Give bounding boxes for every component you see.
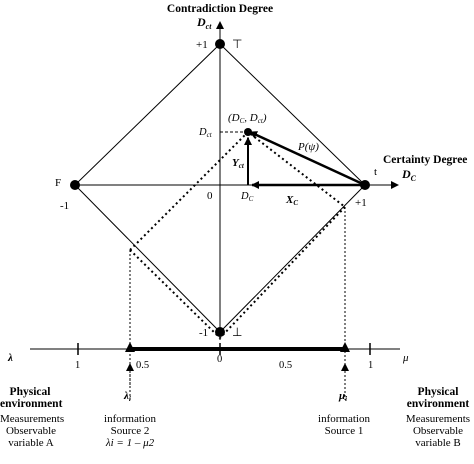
lambda-scale-label: λ <box>7 352 13 364</box>
right-variable-text: variable B <box>415 437 461 449</box>
source2-formula: λi = 1 – μ2 <box>105 437 155 449</box>
dc-axis-label: DC <box>240 191 254 203</box>
information-source-2: information Source 2 λi = 1 – μ2 <box>96 413 164 449</box>
p-psi-vector <box>249 130 366 187</box>
certainty-degree-title: Certainty Degree <box>383 154 467 166</box>
right-environment-title: Physical environment <box>404 386 472 410</box>
bottom-symbol-label: ⊥ <box>232 325 242 339</box>
right-symbol-label: t <box>374 166 377 178</box>
left-variable-text: variable A <box>8 437 54 449</box>
point-coordinate-label: (DC, Dct) <box>228 112 267 125</box>
right-vertex-dot <box>360 180 370 190</box>
information-source-1: information Source 1 <box>310 413 378 437</box>
bottom-value-label: -1 <box>199 327 208 339</box>
top-vertex-dot <box>215 39 225 49</box>
point-dot <box>244 128 252 136</box>
dotted-lambda-line <box>129 249 221 339</box>
origin-label: 0 <box>207 190 213 202</box>
scale-zero: 0 <box>217 354 222 365</box>
lambda-i-label: λi <box>123 390 131 403</box>
left-vertex-dot <box>70 180 80 190</box>
right-observable-text: Observable <box>412 425 464 437</box>
top-symbol-label: ⊤ <box>232 37 242 51</box>
source2-line1: information <box>104 413 156 425</box>
scale-half-right: 0.5 <box>279 360 292 371</box>
right-value-label: +1 <box>355 197 367 209</box>
source2-line2: Source 2 <box>110 425 150 437</box>
contradiction-degree-title: Contradiction Degree <box>167 3 273 15</box>
right-measurements-text: Measurements <box>405 413 471 425</box>
source1-line2: Source 1 <box>324 425 364 437</box>
left-environment-description: Measurements Observable variable A <box>0 413 65 449</box>
left-observable-text: Observable <box>5 425 57 437</box>
mu-i-label: μi <box>338 390 347 403</box>
lambda-marker-triangle <box>125 342 135 352</box>
left-value-label: -1 <box>60 200 69 212</box>
right-environment-title-line1: Physical <box>417 386 459 398</box>
scale-one-left: 1 <box>75 360 80 371</box>
left-environment-title-line1: Physical <box>9 386 51 398</box>
x-c-label: XC <box>285 194 298 207</box>
source1-line1: information <box>318 413 370 425</box>
top-value-label: +1 <box>196 39 208 51</box>
p-psi-label: P(ψ) <box>297 141 319 153</box>
left-measurements-text: Measurements <box>0 413 65 425</box>
mu-marker-triangle <box>340 342 350 352</box>
y-ct-label: Yct <box>232 157 245 170</box>
contradiction-axis-symbol: Dct <box>196 15 212 31</box>
right-environment-description: Measurements Observable variable B <box>404 413 472 449</box>
certainty-axis-symbol: DC <box>401 167 417 183</box>
mu-scale-label: μ <box>402 352 409 364</box>
scale-one-right: 1 <box>368 360 373 371</box>
right-environment-title-line2: environment <box>406 398 470 410</box>
left-symbol-label: F <box>55 177 61 189</box>
dct-axis-label: Dct <box>198 127 213 139</box>
dotted-mu-line <box>219 206 346 339</box>
scale-half-left: 0.5 <box>136 360 149 371</box>
left-environment-title: Physical environment <box>0 386 63 410</box>
left-environment-title-line2: environment <box>0 398 63 410</box>
bottom-vertex-dot <box>215 327 225 337</box>
